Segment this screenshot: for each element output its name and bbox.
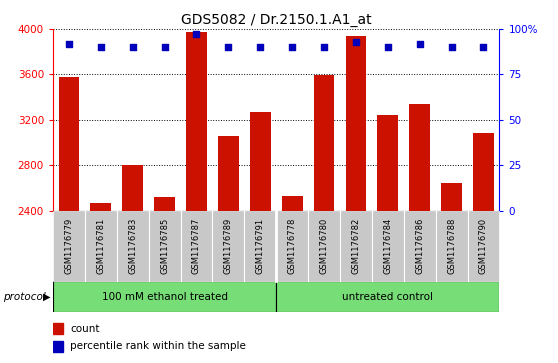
Bar [250, 113, 271, 211]
Text: 100 mM ethanol treated: 100 mM ethanol treated [102, 292, 228, 302]
Bar [186, 32, 207, 211]
Text: GSM1176787: GSM1176787 [192, 218, 201, 274]
Bar [345, 36, 366, 211]
Text: GSM1176789: GSM1176789 [224, 218, 233, 274]
Bar [314, 75, 334, 211]
Text: GDS5082 / Dr.2150.1.A1_at: GDS5082 / Dr.2150.1.A1_at [181, 13, 372, 27]
Point [128, 44, 137, 50]
Text: count: count [70, 324, 99, 334]
Bar [59, 77, 79, 211]
Point [320, 44, 329, 50]
Bar [53, 281, 276, 312]
Bar [122, 164, 143, 211]
Text: GSM1176781: GSM1176781 [97, 218, 105, 274]
Point [447, 44, 456, 50]
Text: GSM1176786: GSM1176786 [415, 218, 424, 274]
Point [256, 44, 264, 50]
Point [288, 44, 297, 50]
Point [352, 39, 360, 45]
Point [192, 32, 201, 37]
Text: ▶: ▶ [42, 292, 50, 302]
Bar [154, 197, 175, 211]
Text: GSM1176785: GSM1176785 [160, 218, 169, 274]
Point [415, 41, 424, 46]
Text: GSM1176790: GSM1176790 [479, 218, 488, 274]
Bar [90, 203, 111, 211]
Text: GSM1176782: GSM1176782 [352, 218, 360, 274]
Bar [218, 136, 239, 211]
Bar [410, 104, 430, 211]
Bar [441, 183, 462, 211]
Bar [276, 281, 499, 312]
Bar [53, 323, 63, 334]
Text: untreated control: untreated control [342, 292, 434, 302]
Point [97, 44, 105, 50]
Point [479, 44, 488, 50]
Bar [473, 133, 494, 211]
Text: GSM1176788: GSM1176788 [447, 218, 456, 274]
Text: GSM1176780: GSM1176780 [320, 218, 329, 274]
Text: GSM1176779: GSM1176779 [65, 218, 74, 274]
Text: GSM1176791: GSM1176791 [256, 218, 264, 274]
Text: percentile rank within the sample: percentile rank within the sample [70, 341, 246, 351]
Point [224, 44, 233, 50]
Text: GSM1176778: GSM1176778 [288, 218, 297, 274]
Bar [377, 115, 398, 211]
Bar [282, 196, 302, 211]
Point [160, 44, 169, 50]
Bar [53, 341, 63, 352]
Text: GSM1176783: GSM1176783 [128, 218, 137, 274]
Text: protocol: protocol [3, 292, 46, 302]
Point [383, 44, 392, 50]
Text: GSM1176784: GSM1176784 [383, 218, 392, 274]
Point [65, 41, 74, 46]
